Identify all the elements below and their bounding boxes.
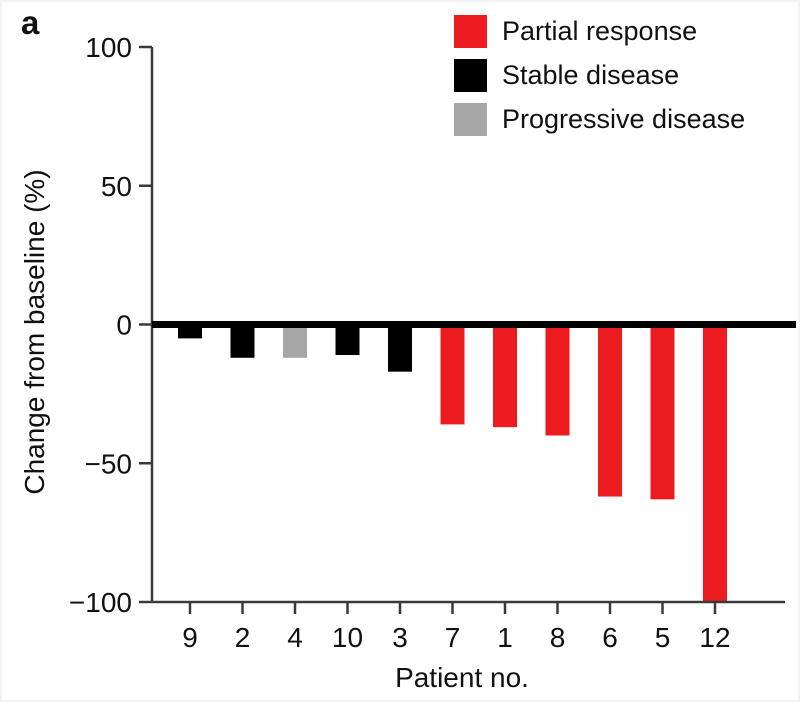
x-tick-label-patient-8: 8	[550, 622, 566, 653]
bar-patient-3	[388, 324, 412, 372]
x-tick-label-patient-2: 2	[235, 622, 251, 653]
bar-patient-2	[230, 324, 255, 358]
bar-patient-1	[493, 324, 517, 428]
x-tick-label-patient-12: 12	[699, 622, 730, 653]
partial-response-swatch-icon	[454, 15, 487, 48]
bar-patient-12	[703, 324, 727, 602]
y-tick-label: −50	[85, 448, 133, 479]
y-tick-label: 100	[85, 32, 132, 63]
x-tick-label-patient-1: 1	[497, 622, 513, 653]
x-tick-label-patient-9: 9	[182, 622, 198, 653]
bar-patient-10	[335, 324, 360, 356]
y-tick-label: −100	[69, 587, 132, 618]
x-tick-label-patient-5: 5	[655, 622, 671, 653]
bar-patient-8	[545, 324, 570, 436]
y-tick-label: 0	[116, 310, 132, 341]
x-tick-label-patient-3: 3	[392, 622, 408, 653]
legend-item-progressive-disease: Progressive disease	[454, 103, 745, 136]
legend-label: Stable disease	[502, 60, 680, 90]
legend-item-partial-response: Partial response	[454, 15, 745, 48]
x-tick-label-patient-10: 10	[332, 622, 363, 653]
legend-label: Progressive disease	[502, 104, 746, 134]
legend-item-stable-disease: Stable disease	[454, 59, 745, 92]
stable-disease-swatch-icon	[454, 59, 487, 92]
x-tick-label-patient-7: 7	[445, 622, 461, 653]
bar-patient-4	[283, 324, 307, 358]
progressive-disease-swatch-icon	[454, 103, 487, 136]
x-tick-label-patient-6: 6	[602, 622, 618, 653]
bar-patient-5	[650, 324, 675, 500]
y-tick-label: 50	[101, 171, 132, 202]
x-axis-title: Patient no.	[395, 662, 529, 693]
bar-patient-7	[440, 324, 465, 425]
panel-letter: a	[21, 4, 40, 41]
x-tick-label-patient-4: 4	[287, 622, 303, 653]
legend: Partial response Stable disease Progress…	[454, 15, 745, 147]
bar-patient-6	[598, 324, 622, 497]
legend-label: Partial response	[502, 16, 698, 46]
